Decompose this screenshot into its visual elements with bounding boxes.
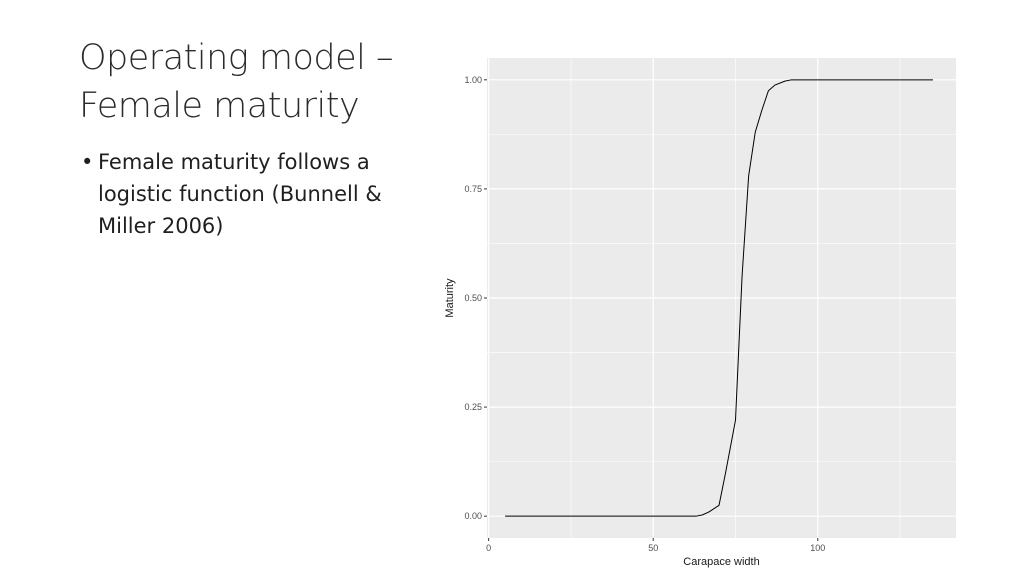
slide-title-line-2: Female maturity xyxy=(79,86,360,126)
y-tick-label: 1.00 xyxy=(464,75,482,85)
y-axis-title: Maturity xyxy=(444,278,456,318)
y-tick-label: 0.25 xyxy=(464,402,482,412)
x-tick-label: 0 xyxy=(486,543,491,553)
y-tick-label: 0.50 xyxy=(464,293,482,303)
y-tick-label: 0.00 xyxy=(464,511,482,521)
y-axis: 0.00 0.25 0.50 0.75 1.00 xyxy=(464,75,487,521)
slide-title: Operating model – Female maturity xyxy=(79,34,439,130)
maturity-curve xyxy=(505,79,933,517)
bullet-item: Female maturity follows a logistic funct… xyxy=(79,146,424,242)
y-tick-label: 0.75 xyxy=(464,184,482,194)
maturity-chart: 0.00 0.25 0.50 0.75 1.00 0 50 100 Carapace wid… xyxy=(444,58,956,568)
x-tick-label: 50 xyxy=(648,543,658,553)
bullet-list: Female maturity follows a logistic funct… xyxy=(79,146,424,242)
x-axis-title: Carapace width xyxy=(683,556,759,568)
x-axis: 0 50 100 xyxy=(486,538,825,553)
slide-title-line-1: Operating model – xyxy=(79,38,394,78)
x-tick-label: 100 xyxy=(810,543,825,553)
